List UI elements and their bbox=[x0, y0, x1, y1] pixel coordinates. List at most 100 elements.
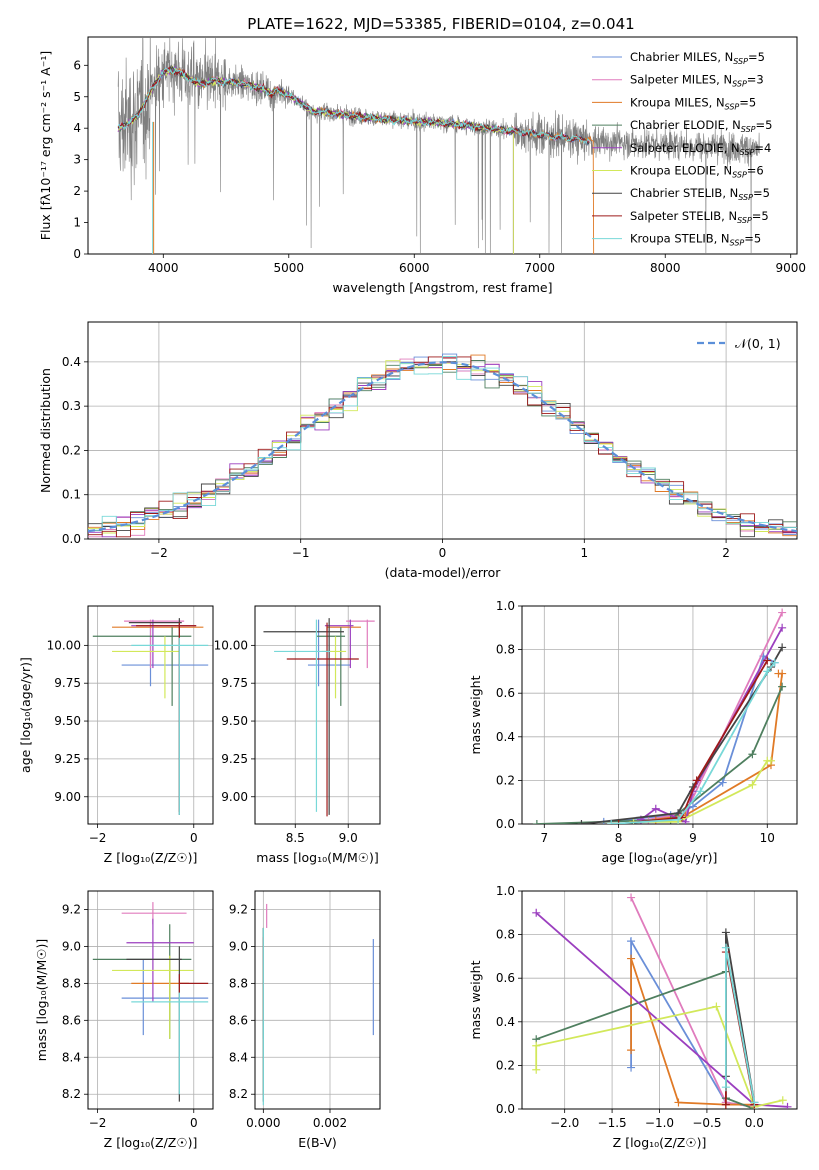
series-line bbox=[725, 947, 756, 1103]
plus-marker bbox=[721, 943, 730, 952]
y-tick-label: 0.2 bbox=[496, 773, 515, 787]
y-tick-label: 5 bbox=[73, 90, 81, 104]
y-tick-label: 8.6 bbox=[62, 1013, 81, 1027]
series-line bbox=[630, 937, 755, 1108]
y-tick-label: 6 bbox=[73, 58, 81, 72]
x-tick-label: −0.5 bbox=[692, 1116, 721, 1130]
legend-entry: Chabrier STELIB, NSSP=5 bbox=[630, 186, 770, 202]
plus-marker bbox=[774, 669, 783, 678]
y-tick-label: 4 bbox=[73, 121, 81, 135]
legend-text: Salpeter ELODIE, N bbox=[630, 141, 740, 155]
legend-text: Chabrier STELIB, N bbox=[630, 186, 738, 200]
legend-count: =3 bbox=[747, 73, 764, 87]
plus-marker bbox=[532, 1041, 541, 1050]
x-axis-label: age [log₁₀(age/yr)] bbox=[602, 850, 718, 865]
axes-frame bbox=[87, 321, 798, 540]
plus-marker bbox=[783, 1102, 792, 1109]
legend-text: Kroupa STELIB, N bbox=[630, 232, 730, 246]
plus-marker bbox=[778, 682, 787, 691]
plus-marker bbox=[627, 1063, 636, 1072]
y-tick-label: 9.25 bbox=[221, 752, 248, 766]
spectrum-model-line bbox=[117, 67, 590, 145]
x-tick-label: 0 bbox=[190, 831, 198, 845]
plus-marker bbox=[750, 1098, 759, 1107]
axes-frame bbox=[87, 605, 214, 825]
mass_weight_vs_Z-lines bbox=[532, 893, 792, 1109]
legend-subscript: SSP bbox=[741, 125, 756, 134]
x-tick-label: 0 bbox=[439, 546, 447, 560]
y-tick-label: 0.4 bbox=[496, 1015, 515, 1029]
y-tick-label: 10.00 bbox=[214, 638, 248, 652]
y-tick-label: 9.75 bbox=[221, 676, 248, 690]
plus-marker bbox=[721, 928, 730, 937]
x-tick-label: 8.5 bbox=[286, 831, 305, 845]
plus-marker bbox=[763, 667, 772, 676]
mass_weight_vs_age-lines bbox=[532, 608, 787, 824]
legend-text: Kroupa ELODIE, N bbox=[630, 164, 732, 178]
y-tick-label: 8.8 bbox=[229, 976, 248, 990]
y-axis-label: Flux [fλ10⁻¹⁷ erg cm⁻² s⁻¹ A⁻¹] bbox=[38, 51, 53, 240]
plus-marker bbox=[763, 656, 772, 665]
spectrum-model-line bbox=[118, 65, 514, 254]
legend-entry: Kroupa STELIB, NSSP=5 bbox=[630, 232, 761, 248]
y-tick-label: 8.6 bbox=[229, 1013, 248, 1027]
plus-marker bbox=[692, 776, 701, 785]
y-tick-label: 9.00 bbox=[54, 790, 81, 804]
plus-marker bbox=[607, 820, 616, 824]
y-axis-label: mass [log₁₀(M/M☉)] bbox=[34, 939, 49, 1061]
legend-entry: Chabrier ELODIE, NSSP=5 bbox=[630, 118, 772, 134]
x-tick-label: 10 bbox=[760, 831, 775, 845]
y-tick-label: 9.25 bbox=[54, 752, 81, 766]
x-tick-label: 8 bbox=[615, 831, 623, 845]
legend-entry: Chabrier MILES, NSSP=5 bbox=[630, 50, 765, 66]
y-tick-label: 0.6 bbox=[496, 686, 515, 700]
y-tick-label: 9.2 bbox=[229, 902, 248, 916]
age_vs_Z-points bbox=[92, 618, 209, 815]
plus-marker bbox=[681, 817, 690, 824]
plus-marker bbox=[627, 1046, 636, 1055]
legend-text: Chabrier MILES, N bbox=[630, 50, 733, 64]
legend-subscript: SSP bbox=[732, 171, 747, 180]
figure-title: PLATE=1622, MJD=53385, FIBERID=0104, z=0… bbox=[247, 15, 634, 33]
y-tick-label: 0.4 bbox=[62, 355, 81, 369]
legend-count: =4 bbox=[754, 141, 771, 155]
y-tick-label: 0.3 bbox=[62, 399, 81, 413]
plus-marker bbox=[718, 778, 727, 787]
plus-marker bbox=[778, 643, 787, 652]
mass_weight_vs_Z-axes: −2.0 −1.5 −1.0 −0.5 0.0 0.0 0.2 0.4 0.6 0.8 1.0 Z [… bbox=[468, 884, 798, 1150]
spectrum-model-line bbox=[117, 67, 514, 254]
y-tick-label: 0.0 bbox=[62, 532, 81, 546]
legend-entry: Kroupa MILES, NSSP=5 bbox=[630, 95, 756, 111]
y-tick-label: 9.0 bbox=[62, 939, 81, 953]
plus-marker bbox=[577, 820, 586, 824]
plus-marker bbox=[627, 954, 636, 963]
x-tick-label: −2 bbox=[150, 546, 168, 560]
y-tick-label: 2 bbox=[73, 184, 81, 198]
legend-subscript: SSP bbox=[733, 57, 748, 66]
plus-marker bbox=[770, 658, 779, 667]
plus-marker bbox=[532, 820, 541, 824]
y-tick-label: 1.0 bbox=[496, 884, 515, 898]
legend-text: Chabrier ELODIE, N bbox=[630, 118, 741, 132]
plus-marker bbox=[532, 908, 541, 917]
x-axis-label: wavelength [Angstrom, rest frame] bbox=[332, 280, 552, 295]
legend-entry: 𝒩(0, 1) bbox=[735, 336, 781, 351]
mass_vs_Z-axes: −2 0 8.2 8.4 8.6 8.8 9.0 9.2 Z [log₁₀(Z/Z☉)] mass… bbox=[34, 890, 214, 1150]
plus-marker bbox=[778, 1096, 787, 1105]
y-tick-label: 9.50 bbox=[221, 714, 248, 728]
x-tick-label: 7 bbox=[540, 831, 548, 845]
y-tick-label: 0.2 bbox=[62, 443, 81, 457]
axes-frame bbox=[254, 605, 381, 825]
legend-text: Salpeter STELIB, N bbox=[630, 209, 737, 223]
legend-subscript: SSP bbox=[730, 239, 745, 248]
axes-frame bbox=[521, 890, 798, 1110]
legend-subscript: SSP bbox=[725, 102, 740, 111]
plus-marker bbox=[778, 623, 787, 632]
axes-frame bbox=[254, 890, 381, 1110]
y-tick-label: 10.00 bbox=[47, 638, 81, 652]
x-axis-label: (data-model)/error bbox=[385, 565, 502, 580]
x-tick-label: 8000 bbox=[650, 261, 681, 275]
plus-marker bbox=[778, 608, 787, 617]
legend-count: =5 bbox=[739, 95, 756, 109]
